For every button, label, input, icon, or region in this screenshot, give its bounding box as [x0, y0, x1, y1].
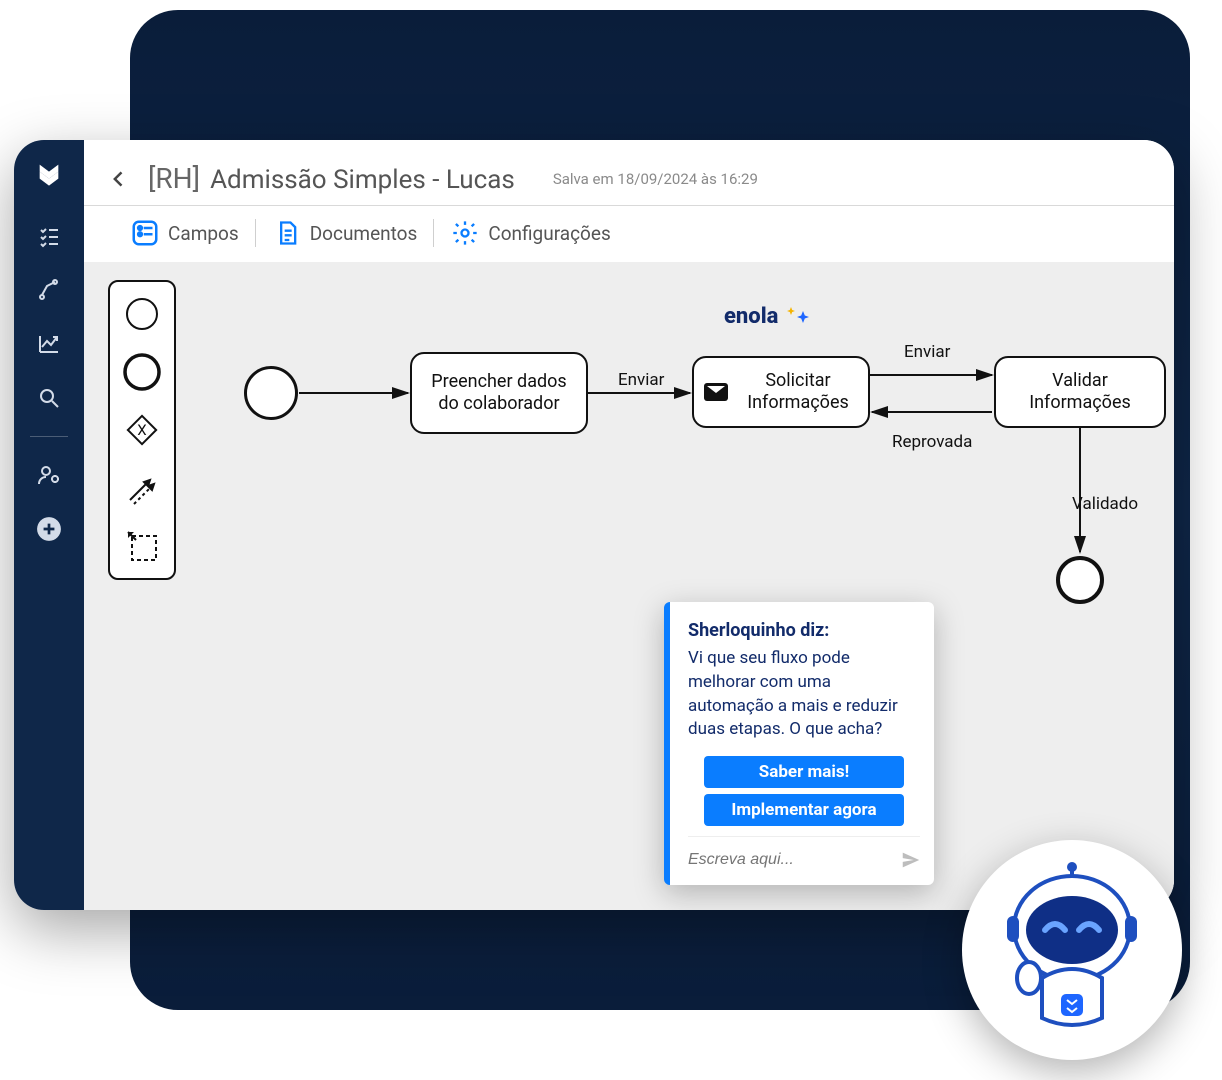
- title-text: Admissão Simples - Lucas: [210, 165, 515, 195]
- tool-gateway[interactable]: X: [120, 408, 164, 452]
- edge-label-validado: Validado: [1072, 494, 1138, 514]
- flow-node-preencher[interactable]: Preencher dados do colaborador: [410, 352, 588, 434]
- back-button[interactable]: [104, 164, 134, 194]
- tab-documentos[interactable]: Documentos: [272, 218, 418, 248]
- flow-node-solicitar[interactable]: Solicitar Informações: [692, 356, 870, 428]
- nav-automation-icon[interactable]: [31, 272, 67, 308]
- tool-selection[interactable]: [120, 524, 164, 568]
- assistant-chat-card: Sherloquinho diz: Vi que seu fluxo pode …: [664, 602, 934, 885]
- sidebar-divider: [30, 436, 68, 437]
- send-icon[interactable]: [896, 845, 926, 875]
- nav-user-settings-icon[interactable]: [31, 457, 67, 493]
- chat-button-secondary[interactable]: Implementar agora: [704, 794, 904, 826]
- tab-campos-label: Campos: [168, 222, 239, 245]
- nav-add-icon[interactable]: [31, 511, 67, 547]
- bot-avatar[interactable]: [962, 840, 1182, 1060]
- tool-palette: X: [108, 280, 176, 580]
- svg-text:X: X: [137, 421, 147, 439]
- tab-documentos-label: Documentos: [310, 222, 418, 245]
- mail-icon: [704, 383, 728, 401]
- chat-input[interactable]: [688, 851, 896, 869]
- node-label: Preencher dados do colaborador: [422, 371, 576, 416]
- tool-connector[interactable]: [120, 466, 164, 510]
- tab-configuracoes[interactable]: Configurações: [450, 218, 610, 248]
- toolbar-tabs: Campos Documentos Configurações: [84, 206, 1174, 262]
- tab-separator: [255, 219, 256, 247]
- flow-end-node[interactable]: [1056, 556, 1104, 604]
- page-header: [RH] Admissão Simples - Lucas Salva em 1…: [84, 140, 1174, 206]
- documents-icon: [272, 218, 302, 248]
- edge-label-enviar-1: Enviar: [618, 370, 664, 390]
- node-label: Validar Informações: [1006, 370, 1154, 415]
- chat-title: Sherloquinho diz:: [688, 620, 920, 641]
- chat-body: Vi que seu fluxo pode melhorar com uma a…: [688, 647, 920, 742]
- enola-label: enola: [724, 304, 778, 329]
- app-logo-icon: [33, 158, 65, 190]
- saved-timestamp: Salva em 18/09/2024 às 16:29: [553, 170, 758, 188]
- nav-search-icon[interactable]: [31, 380, 67, 416]
- tool-end-circle[interactable]: [120, 350, 164, 394]
- fields-icon: [130, 218, 160, 248]
- edge-label-reprovada: Reprovada: [892, 432, 972, 452]
- tool-start-circle[interactable]: [120, 292, 164, 336]
- settings-icon: [450, 218, 480, 248]
- sparkle-icon: [784, 305, 812, 329]
- nav-analytics-icon[interactable]: [31, 326, 67, 362]
- flow-canvas[interactable]: X: [84, 262, 1174, 910]
- node-label: Solicitar Informações: [738, 370, 858, 415]
- chat-button-primary[interactable]: Saber mais!: [704, 756, 904, 788]
- flow-start-node[interactable]: [244, 366, 298, 420]
- enola-badge: enola: [724, 304, 812, 329]
- flow-node-validar[interactable]: Validar Informações: [994, 356, 1166, 428]
- app-window: [RH] Admissão Simples - Lucas Salva em 1…: [14, 140, 1174, 910]
- main-panel: [RH] Admissão Simples - Lucas Salva em 1…: [84, 140, 1174, 910]
- nav-checklist-icon[interactable]: [31, 218, 67, 254]
- tab-separator: [433, 219, 434, 247]
- left-sidebar: [14, 140, 84, 910]
- title-prefix: [RH]: [148, 162, 200, 195]
- tab-campos[interactable]: Campos: [130, 218, 239, 248]
- page-title: [RH] Admissão Simples - Lucas: [148, 162, 515, 195]
- edge-label-enviar-2: Enviar: [904, 342, 950, 362]
- tab-config-label: Configurações: [488, 222, 610, 245]
